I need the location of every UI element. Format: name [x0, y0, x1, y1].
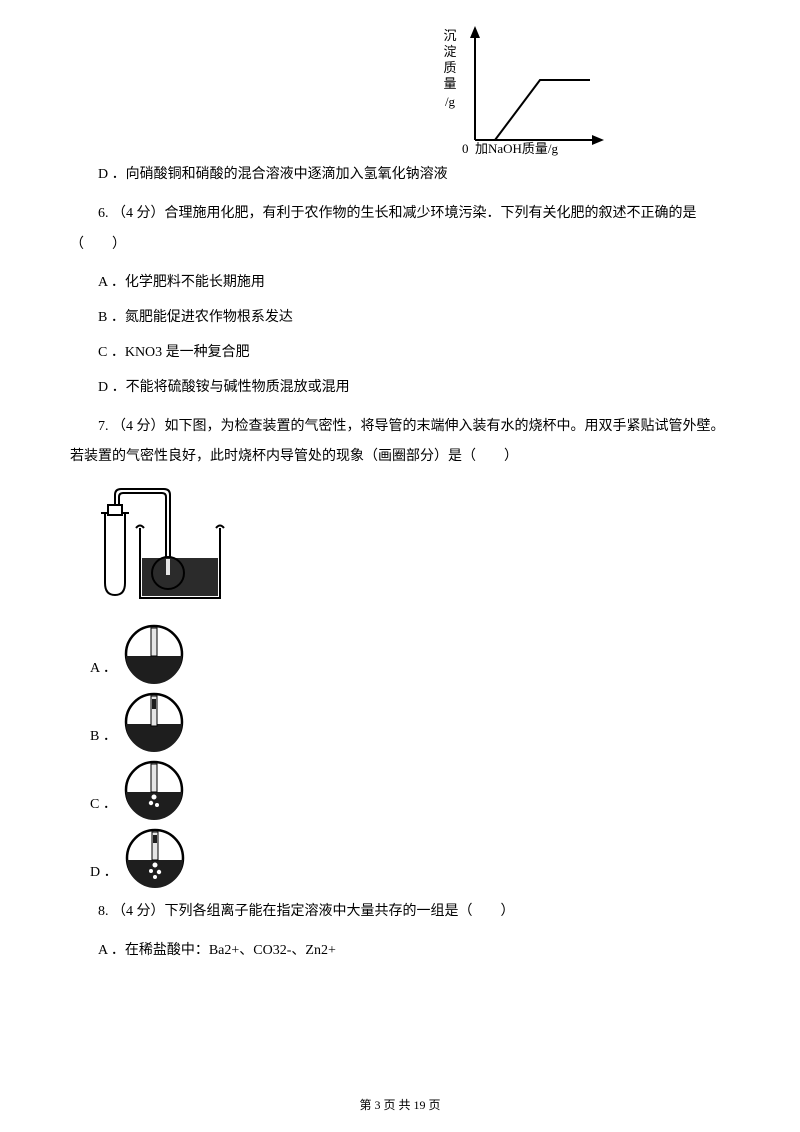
q7-option-b-label: B ． [90, 722, 117, 753]
chart-origin: 0 [462, 141, 469, 156]
svg-text:质: 质 [443, 60, 456, 75]
q7-option-d-row: D ． [90, 827, 730, 889]
q8-option-a: A ．在稀盐酸中：Ba2+、CO32-、Zn2+ [70, 936, 730, 967]
q7-option-b-icon [123, 691, 185, 753]
svg-text:沉: 沉 [443, 28, 456, 43]
q5-option-d: D ．向硝酸铜和硝酸的混合溶液中逐滴加入氢氧化钠溶液 [70, 160, 730, 191]
apparatus-figure [90, 483, 240, 613]
q6-option-b: B ．氮肥能促进农作物根系发达 [70, 303, 730, 334]
svg-text:/g: /g [445, 94, 456, 109]
q7-option-a-row: A ． [90, 623, 730, 685]
q7-stem: 7. （4 分）如下图，为检查装置的气密性，将导管的末端伸入装有水的烧杯中。用双… [70, 412, 730, 474]
q7-option-c-row: C ． [90, 759, 730, 821]
q6-stem: 6. （4 分）合理施用化肥，有利于农作物的生长和减少环境污染．下列有关化肥的叙… [70, 199, 730, 261]
q6-option-a: A ．化学肥料不能长期施用 [70, 268, 730, 299]
q7-option-c-icon [123, 759, 185, 821]
q6-option-d: D ．不能将硫酸铵与碱性物质混放或混用 [70, 373, 730, 404]
q7-option-d-label: D ． [90, 858, 118, 889]
page-footer: 第 3 页 共 19 页 [0, 1092, 800, 1118]
chart-x-label: 加NaOH质量/g [475, 141, 558, 156]
q7-option-a-icon [123, 623, 185, 685]
q6-option-c: C ．KNO3 是一种复合肥 [70, 338, 730, 369]
q7-option-c-label: C ． [90, 790, 117, 821]
q7-option-d-icon [124, 827, 186, 889]
precipitate-chart: 沉 淀 质 量 /g 0 加NaOH质量/g [420, 20, 620, 160]
q7-option-b-row: B ． [90, 691, 730, 753]
svg-text:淀: 淀 [443, 44, 456, 59]
q8-stem: 8. （4 分）下列各组离子能在指定溶液中大量共存的一组是（ ） [70, 897, 730, 928]
q7-option-a-label: A ． [90, 654, 117, 685]
svg-text:量: 量 [443, 76, 456, 91]
